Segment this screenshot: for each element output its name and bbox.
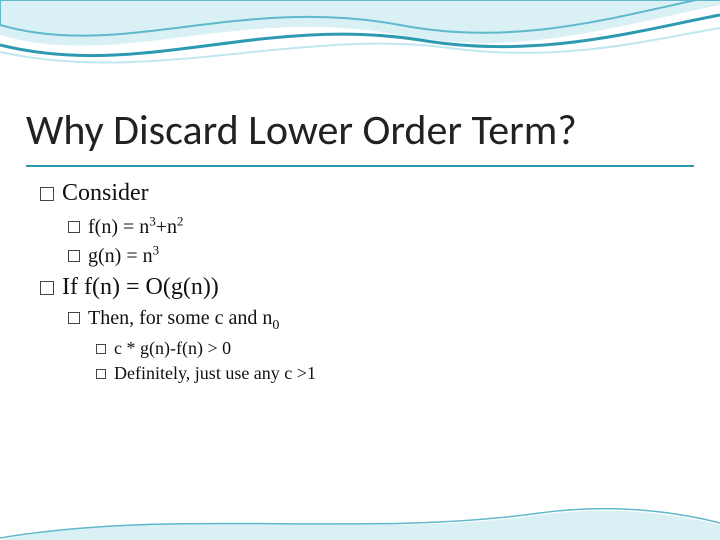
bullet-text: g(n) = n3 (88, 245, 159, 267)
bullet-text: c * g(n)-f(n) > 0 (114, 338, 231, 358)
bullet-text: f(n) = n3+n2 (88, 216, 184, 238)
bullet-text: If f(n) = O(g(n)) (62, 274, 219, 300)
slide-body: Consider f(n) = n3+n2 g(n) = n3 If f(n) … (40, 180, 316, 388)
bullet-text: Then, for some c and n0 (88, 307, 279, 329)
square-bullet-icon (96, 369, 106, 379)
square-bullet-icon (68, 312, 80, 324)
bullet-then: Then, for some c and n0 (68, 307, 316, 334)
bullet-gn-def: g(n) = n3 (68, 243, 316, 269)
square-bullet-icon (96, 344, 106, 354)
square-bullet-icon (68, 221, 80, 233)
square-bullet-icon (40, 281, 54, 295)
bullet-text: Definitely, just use any c >1 (114, 363, 316, 383)
slide-title: Why Discard Lower Order Term? (26, 105, 577, 156)
slide: Why Discard Lower Order Term? Consider f… (0, 0, 720, 540)
bullet-if-bigO: If f(n) = O(g(n)) (40, 274, 316, 301)
bullet-definitely: Definitely, just use any c >1 (96, 363, 316, 384)
title-underline (26, 165, 694, 167)
square-bullet-icon (68, 250, 80, 262)
bullet-consider: Consider (40, 180, 316, 207)
bullet-fn-def: f(n) = n3+n2 (68, 213, 316, 239)
square-bullet-icon (40, 187, 54, 201)
bullet-text: Consider (62, 180, 149, 206)
wave-decoration-bottom (0, 500, 720, 540)
wave-decoration-top (0, 0, 720, 90)
bullet-inequality: c * g(n)-f(n) > 0 (96, 338, 316, 359)
